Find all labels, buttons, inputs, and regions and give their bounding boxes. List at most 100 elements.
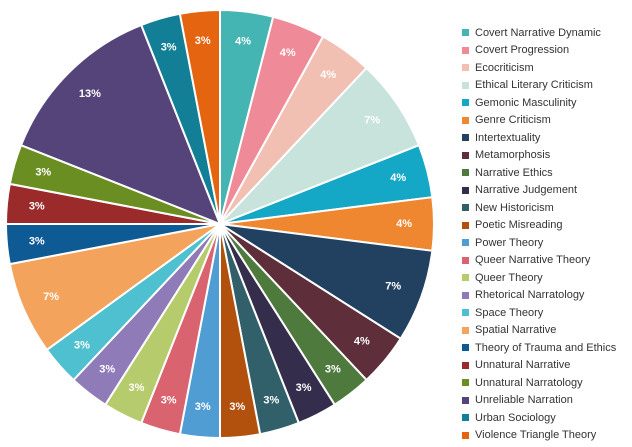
legend-label: Queer Theory <box>475 271 543 284</box>
legend-swatch <box>462 414 469 422</box>
legend-swatch <box>462 116 469 124</box>
legend-label: Power Theory <box>475 236 544 249</box>
legend-label: Queer Narrative Theory <box>475 254 591 267</box>
legend-swatch <box>462 81 469 89</box>
slice-data-label: 3% <box>263 395 279 407</box>
legend-swatch <box>462 134 469 142</box>
legend-swatch <box>462 239 469 247</box>
legend-item: Ecocriticism <box>462 59 630 77</box>
legend-item: Violence Triangle Theory <box>462 427 630 445</box>
pie-slice <box>178 8 221 225</box>
legend-swatch <box>462 46 469 54</box>
legend-swatch <box>462 309 469 317</box>
legend-item: New Historicism <box>462 199 630 217</box>
legend-item: Narrative Ethics <box>462 164 630 182</box>
legend-swatch <box>462 99 469 107</box>
legend-label: Covert Narrative Dynamic <box>475 26 601 39</box>
legend-item: Intertextuality <box>462 129 630 147</box>
slice-data-label: 4% <box>390 172 406 184</box>
legend-item: Unnatural Narrative <box>462 357 630 375</box>
legend-swatch <box>462 186 469 194</box>
slice-data-label: 4% <box>354 335 370 347</box>
legend-item: Poetic Misreading <box>462 217 630 235</box>
slice-data-label: 4% <box>280 47 296 59</box>
slice-data-label: 3% <box>296 382 312 394</box>
slice-data-label: 3% <box>161 41 177 53</box>
slice-data-label: 7% <box>385 280 401 292</box>
pie-labels: 4% 4% 4% 7% 4% 4% 7% 4% 3% 3% 3% 3% 3% 3% 3% 3% 3% 7% 3% 3%… <box>29 35 412 413</box>
legend-swatch <box>462 291 469 299</box>
legend-label: Covert Progression <box>475 44 570 57</box>
slice-data-label: 13% <box>79 88 101 100</box>
legend-swatch <box>462 344 469 352</box>
legend-swatch <box>462 151 469 159</box>
legend-item: Theory of Trauma and Ethics <box>462 339 630 357</box>
slice-data-label: 3% <box>35 167 51 179</box>
legend-label: Metamorphosis <box>475 149 551 162</box>
legend-swatch <box>462 64 469 72</box>
legend-label: Urban Sociology <box>475 411 556 424</box>
legend-item: Rhetorical Narratology <box>462 287 630 305</box>
legend-swatch <box>462 169 469 177</box>
legend-swatch <box>462 431 469 439</box>
legend-label: Narrative Ethics <box>475 166 553 179</box>
legend-swatch <box>462 256 469 264</box>
legend-item: Gemonic Masculinity <box>462 94 630 112</box>
legend-swatch <box>462 29 469 37</box>
pie-slices <box>4 8 435 440</box>
slice-data-label: 3% <box>325 363 341 375</box>
pie-slice <box>19 23 222 226</box>
chart-legend: Covert Narrative Dynamic Covert Progressi… <box>462 24 630 444</box>
legend-label: Genre Criticism <box>475 114 551 127</box>
legend-label: Ethical Literary Criticism <box>475 79 593 92</box>
slice-data-label: 4% <box>396 218 412 230</box>
legend-item: Covert Progression <box>462 42 630 60</box>
legend-swatch <box>462 204 469 212</box>
legend-swatch <box>462 396 469 404</box>
slice-data-label: 3% <box>195 401 211 413</box>
legend-label: Space Theory <box>475 306 544 319</box>
legend-label: Unnatural Narrative <box>475 359 571 372</box>
legend-item: Space Theory <box>462 304 630 322</box>
legend-label: Spatial Narrative <box>475 324 557 337</box>
slice-data-label: 3% <box>195 35 211 47</box>
legend-item: Metamorphosis <box>462 147 630 165</box>
legend-item: Power Theory <box>462 234 630 252</box>
legend-label: Rhetorical Narratology <box>475 289 585 302</box>
legend-label: Intertextuality <box>475 131 541 144</box>
slice-data-label: 7% <box>43 291 59 303</box>
legend-label: Unnatural Narratology <box>475 376 583 389</box>
legend-item: Genre Criticism <box>462 112 630 130</box>
legend-item: Spatial Narrative <box>462 322 630 340</box>
legend-label: Unreliable Narration <box>475 394 573 407</box>
legend-label: Theory of Trauma and Ethics <box>475 341 617 354</box>
legend-item: Queer Narrative Theory <box>462 252 630 270</box>
slice-data-label: 3% <box>99 363 115 375</box>
legend-label: Ecocriticism <box>475 61 534 74</box>
legend-item: Narrative Judgement <box>462 182 630 200</box>
legend-swatch <box>462 379 469 387</box>
legend-swatch <box>462 221 469 229</box>
slice-data-label: 7% <box>364 115 380 127</box>
legend-swatch <box>462 274 469 282</box>
slice-data-label: 4% <box>235 35 251 47</box>
legend-label: Poetic Misreading <box>475 219 563 232</box>
legend-item: Ethical Literary Criticism <box>462 77 630 95</box>
slice-data-label: 3% <box>74 340 90 352</box>
slice-data-label: 4% <box>320 69 336 81</box>
legend-swatch <box>462 361 469 369</box>
legend-item: Unreliable Narration <box>462 392 630 410</box>
legend-item: Unnatural Narratology <box>462 374 630 392</box>
legend-label: Violence Triangle Theory <box>475 429 597 442</box>
slice-data-label: 3% <box>161 395 177 407</box>
legend-item: Queer Theory <box>462 269 630 287</box>
legend-item: Covert Narrative Dynamic <box>462 24 630 42</box>
legend-item: Urban Sociology <box>462 409 630 427</box>
slice-data-label: 3% <box>128 382 144 394</box>
legend-label: Gemonic Masculinity <box>475 96 577 109</box>
slice-data-label: 3% <box>229 401 245 413</box>
legend-swatch <box>462 326 469 334</box>
legend-label: Narrative Judgement <box>475 184 578 197</box>
slice-data-label: 3% <box>29 201 45 213</box>
